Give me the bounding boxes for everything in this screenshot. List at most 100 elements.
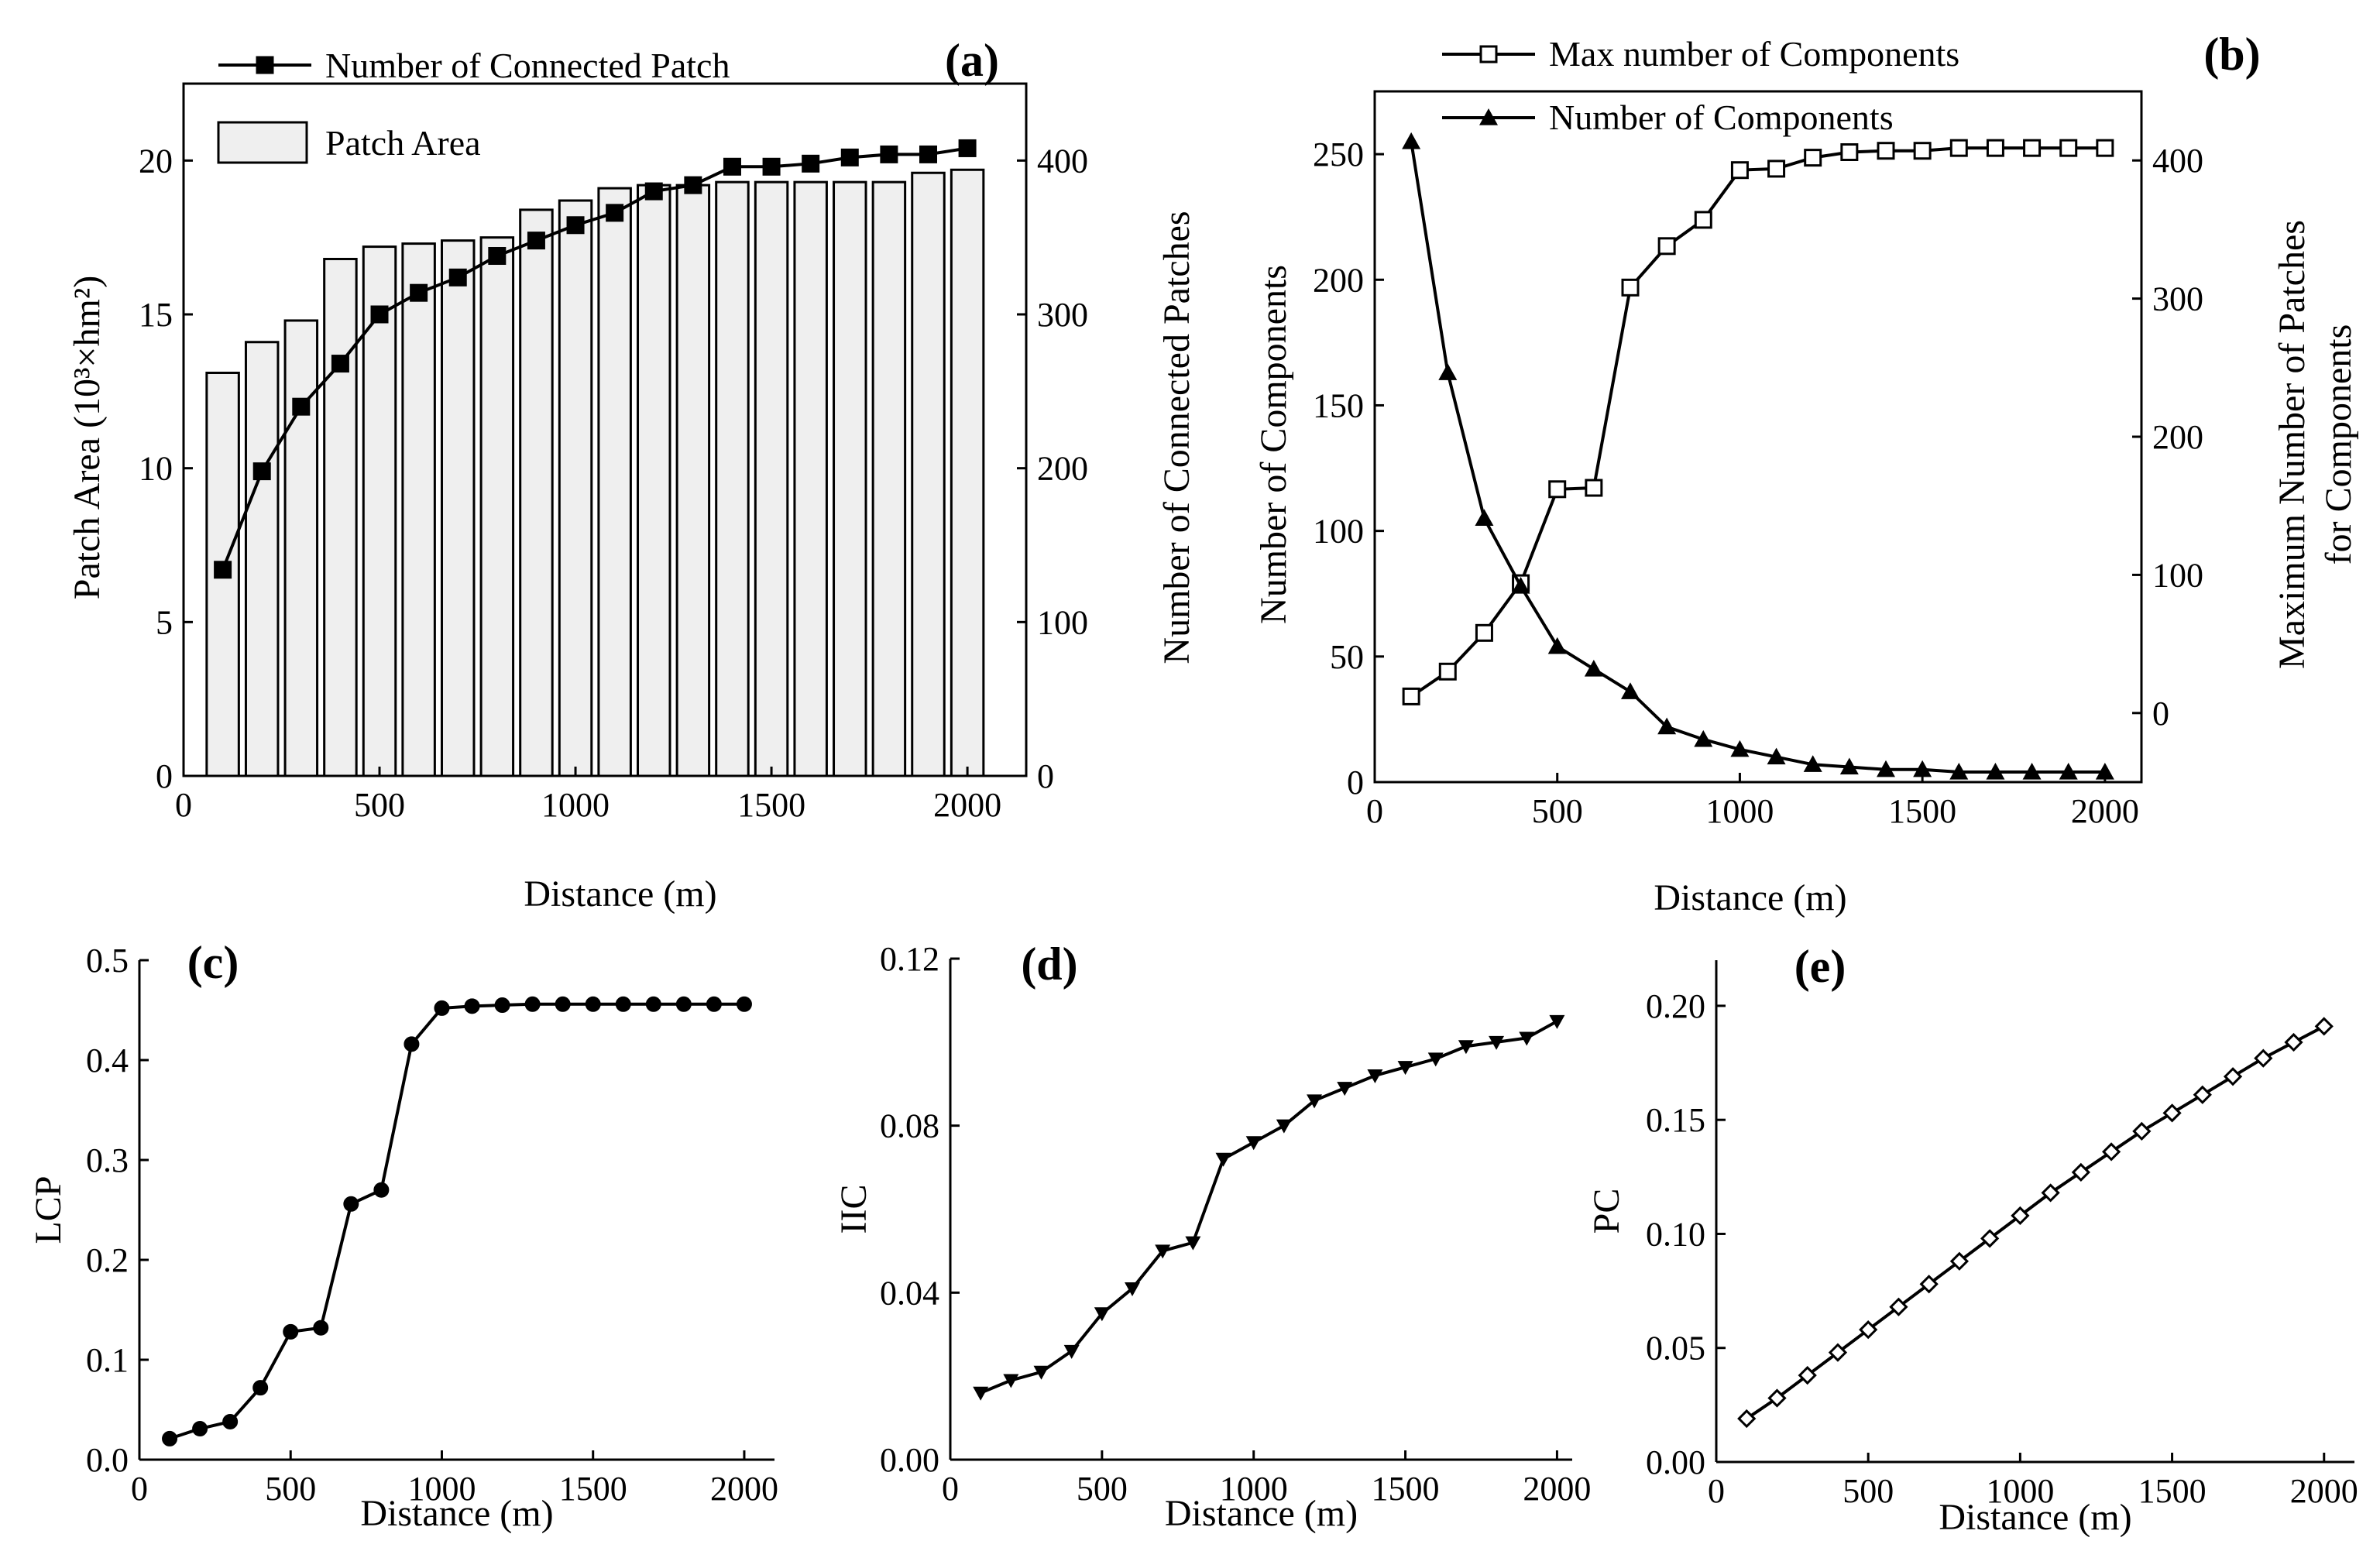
data-point (1337, 1082, 1353, 1096)
legend-marker (1479, 45, 1498, 63)
data-point (1804, 149, 1822, 167)
legend-label: Max number of Components (1549, 34, 1959, 74)
data-point (919, 145, 937, 163)
data-point (1877, 760, 1895, 777)
data-point (1155, 1244, 1171, 1259)
data-point (1986, 139, 2004, 157)
y-tick-label: 0.4 (86, 1042, 129, 1079)
series-line (1410, 141, 2105, 774)
bar (871, 180, 907, 777)
y2-tick-label: 100 (1037, 603, 1088, 641)
data-point (2059, 763, 2078, 780)
data-point (1737, 1409, 1757, 1429)
panel-label: (e) (1794, 941, 1846, 992)
data-point (1033, 1365, 1049, 1380)
y-tick-label: 0.00 (1646, 1443, 1705, 1481)
data-point (222, 1413, 239, 1429)
data-point (343, 1196, 359, 1212)
y-tick-label: 0.2 (86, 1241, 129, 1279)
chart-panel-a: 0 500 1000 1500 2000051015200100200300400Dis… (67, 35, 1197, 915)
x-tick-label: 1500 (559, 1470, 627, 1508)
x-tick-label: 2000 (2071, 792, 2139, 830)
data-point (1949, 139, 1968, 157)
y2-tick-label: 200 (1037, 450, 1088, 488)
bar (793, 180, 828, 777)
data-point (464, 998, 480, 1014)
y-tick-label: 0.1 (86, 1341, 129, 1379)
data-point (2162, 1103, 2182, 1123)
bar (597, 187, 632, 777)
data-point (2041, 1183, 2060, 1203)
y2-tick-label: 300 (1037, 296, 1088, 334)
data-point (1245, 1136, 1262, 1151)
data-point (1694, 211, 1712, 229)
data-point (2284, 1032, 2303, 1052)
data-point (736, 996, 752, 1012)
bar (283, 319, 319, 777)
x-tick-label: 1000 (1220, 1470, 1288, 1508)
data-point (1949, 1251, 1970, 1271)
data-point (2101, 1142, 2121, 1162)
data-point (555, 996, 571, 1012)
x-tick-label: 2000 (2290, 1472, 2358, 1510)
y2-tick-label: 0 (2152, 695, 2169, 733)
x-tick-label: 1000 (407, 1470, 476, 1508)
data-point (252, 462, 271, 481)
data-point (283, 1323, 299, 1340)
y-tick-label: 0 (156, 757, 173, 795)
y2-axis-label: Number of Connected Patches (1156, 211, 1197, 664)
x-tick-label: 1000 (1705, 792, 1774, 830)
data-point (1438, 363, 1458, 380)
bar (833, 180, 867, 777)
data-point (1730, 740, 1750, 757)
legend-marker (1479, 108, 1498, 125)
data-point (1859, 1320, 1878, 1340)
data-point (1063, 1344, 1080, 1359)
bar (715, 180, 750, 777)
y-axis-label: IIC (833, 1185, 874, 1234)
panel-label: (c) (187, 937, 239, 988)
bar (675, 184, 711, 777)
data-point (527, 232, 545, 250)
y-tick-label: 10 (139, 450, 173, 488)
x-tick-label: 1500 (1372, 1470, 1440, 1508)
data-point (802, 154, 820, 173)
data-point (2022, 763, 2042, 780)
data-point (292, 397, 311, 416)
data-point (2132, 1121, 2152, 1141)
data-point (1913, 760, 1932, 777)
data-point (410, 283, 428, 302)
y-tick-label: 0.12 (880, 940, 939, 978)
data-point (1549, 1014, 1565, 1029)
data-point (566, 216, 585, 235)
data-point (1585, 479, 1603, 497)
data-point (1767, 160, 1786, 178)
data-point (1397, 1061, 1413, 1076)
data-point (2011, 1206, 2030, 1226)
bar (401, 242, 436, 777)
data-point (1657, 237, 1676, 256)
data-point (2314, 1017, 2334, 1036)
bar (244, 341, 280, 777)
y-tick-label: 20 (139, 142, 173, 180)
bar (911, 171, 946, 777)
data-point (2071, 1162, 2090, 1182)
data-point (973, 1386, 989, 1401)
data-point (1839, 757, 1859, 775)
y2-axis-label: for Components (2318, 324, 2359, 565)
data-point (2095, 763, 2114, 780)
x-axis-label: Distance (m) (1165, 1493, 1358, 1534)
data-point (1215, 1152, 1231, 1167)
data-point (606, 204, 624, 222)
legend-swatch (217, 121, 308, 164)
y-tick-label: 0.08 (880, 1107, 939, 1145)
data-point (1621, 682, 1640, 699)
data-point (1584, 660, 1603, 677)
data-point (373, 1182, 390, 1198)
x-tick-label: 2000 (1523, 1470, 1591, 1508)
data-point (1094, 1307, 1110, 1322)
data-point (1402, 132, 1421, 149)
data-point (1889, 1297, 1908, 1316)
data-point (615, 996, 631, 1012)
